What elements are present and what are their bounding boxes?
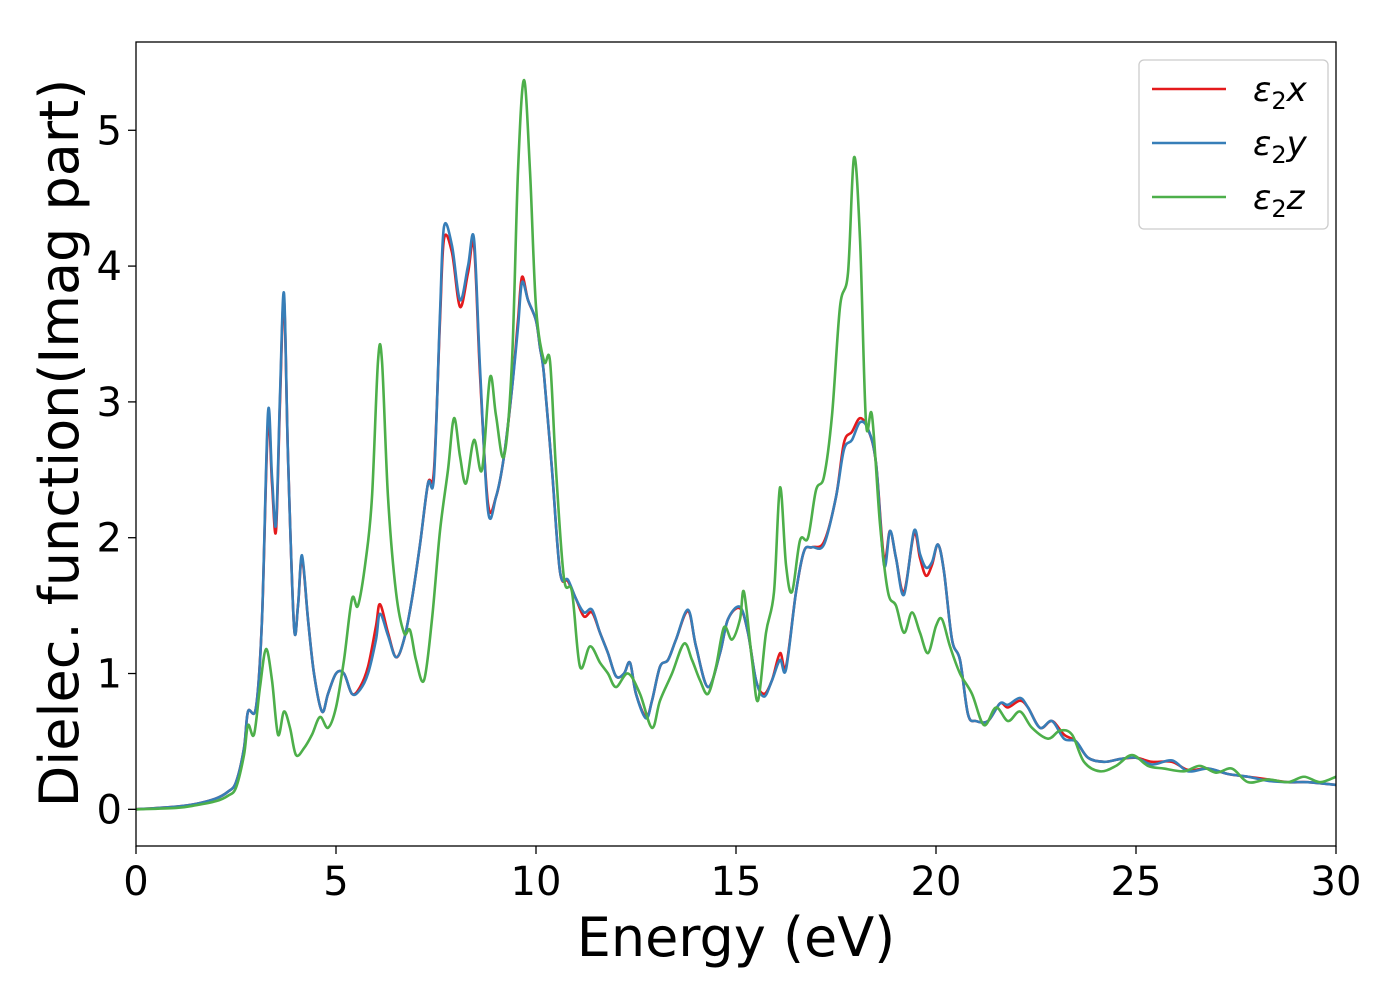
x-tick-label: 20	[911, 859, 962, 905]
x-tick-label: 15	[711, 859, 762, 905]
y-tick-label: 0	[97, 787, 122, 833]
y-tick-label: 2	[97, 516, 122, 562]
x-axis-title: Energy (eV)	[577, 906, 896, 969]
legend: ε2x ε2y ε2z	[1138, 59, 1329, 230]
y-axis-title: Dielec. function(Imag part)	[28, 79, 91, 808]
legend-label-y: ε2y	[1253, 124, 1308, 169]
ticks: 0 5 10 15 20 25 30 0 1 2 3 4 5	[97, 108, 1362, 905]
x-tick-label: 25	[1111, 859, 1162, 905]
plot-area	[136, 78, 1336, 811]
y-tick-label: 5	[97, 108, 122, 154]
series-line-z	[136, 78, 1336, 811]
legend-label-z: ε2z	[1253, 178, 1306, 223]
y-tick-label: 3	[97, 380, 122, 426]
y-tick-label: 1	[97, 652, 122, 698]
x-tick-label: 10	[511, 859, 562, 905]
x-tick-label: 0	[123, 859, 148, 905]
x-tick-label: 5	[323, 859, 348, 905]
legend-label-x: ε2x	[1253, 70, 1308, 115]
legend-box	[1138, 59, 1329, 230]
y-tick-label: 4	[97, 244, 122, 290]
x-tick-label: 30	[1311, 859, 1362, 905]
